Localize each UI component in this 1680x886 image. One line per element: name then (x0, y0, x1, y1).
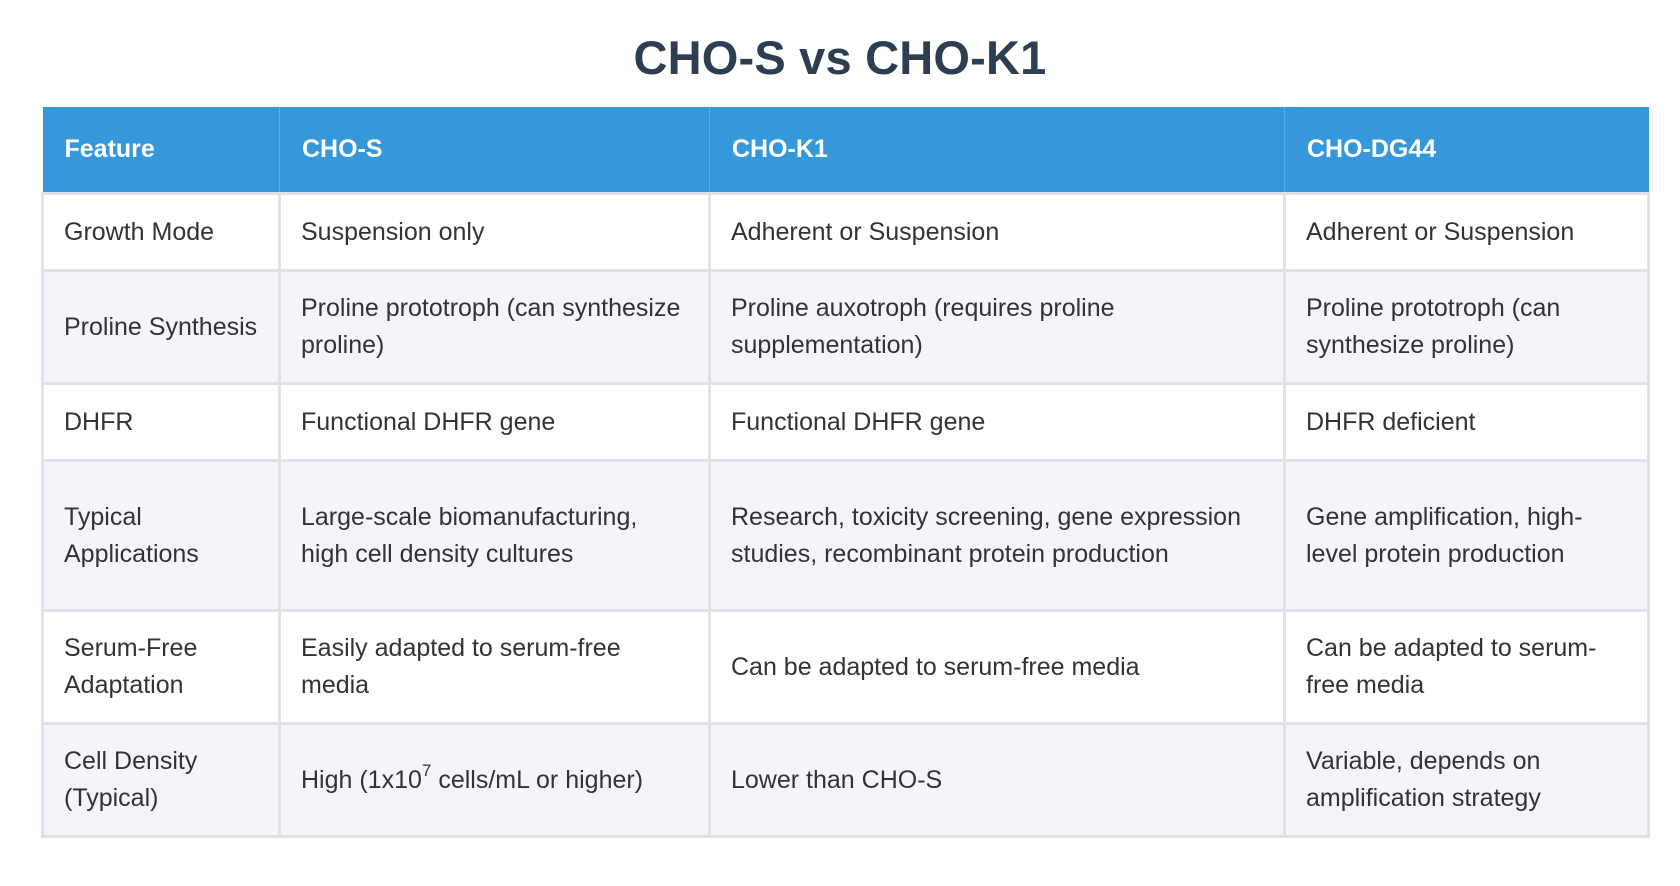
cho-dg44-cell: Proline prototroph (can synthesize proli… (1283, 269, 1650, 385)
feature-cell: Growth Mode (41, 192, 281, 272)
cho-s-cell: Functional DHFR gene (278, 382, 711, 462)
cho-k1-cell: Lower than CHO-S (708, 722, 1286, 838)
density-prefix: High (1x10 (301, 765, 422, 794)
header-feature: Feature (42, 107, 280, 194)
feature-cell: DHFR (41, 382, 281, 462)
cho-s-cell: Easily adapted to serum-free media (278, 609, 711, 725)
cho-k1-cell: Can be adapted to serum-free media (708, 609, 1286, 725)
cho-dg44-cell: Adherent or Suspension (1283, 192, 1650, 272)
header-cho-k1: CHO-K1 (709, 107, 1285, 194)
table-header-row: Feature CHO-S CHO-K1 CHO-DG44 (42, 107, 1649, 194)
table-row: Typical Applications Large-scale biomanu… (41, 459, 1650, 612)
cho-s-cell: Suspension only (278, 192, 711, 272)
table-row: Cell Density (Typical) High (1x107 cells… (41, 722, 1650, 838)
cho-dg44-cell: Variable, depends on amplification strat… (1283, 722, 1650, 838)
table-row: DHFR Functional DHFR gene Functional DHF… (41, 382, 1650, 462)
cho-dg44-cell: DHFR deficient (1283, 382, 1650, 462)
cho-dg44-cell: Can be adapted to serum-free media (1283, 609, 1650, 725)
density-suffix: cells/mL or higher) (431, 765, 644, 794)
cho-k1-cell: Adherent or Suspension (708, 192, 1286, 272)
page-title: CHO-S vs CHO-K1 (633, 31, 1047, 84)
cho-s-cell: Proline prototroph (can synthesize proli… (278, 269, 711, 385)
cho-s-cell: Large-scale biomanufacturing, high cell … (278, 459, 711, 612)
cho-k1-cell: Functional DHFR gene (708, 382, 1286, 462)
cho-k1-cell: Proline auxotroph (requires proline supp… (708, 269, 1286, 385)
feature-cell: Typical Applications (41, 459, 281, 612)
density-exponent: 7 (421, 761, 432, 781)
comparison-table: Feature CHO-S CHO-K1 CHO-DG44 Growth Mod… (41, 107, 1650, 838)
header-cho-s: CHO-S (279, 107, 710, 194)
cho-k1-cell: Research, toxicity screening, gene expre… (708, 459, 1286, 612)
feature-cell: Serum-Free Adaptation (41, 609, 281, 725)
table-row: Proline Synthesis Proline prototroph (ca… (41, 269, 1650, 385)
table-row: Growth Mode Suspension only Adherent or … (41, 192, 1650, 272)
feature-cell: Cell Density (Typical) (41, 722, 281, 838)
header-cho-dg44: CHO-DG44 (1284, 107, 1649, 194)
cho-dg44-cell: Gene amplification, high-level protein p… (1283, 459, 1650, 612)
cho-s-cell: High (1x107 cells/mL or higher) (278, 722, 711, 838)
table-row: Serum-Free Adaptation Easily adapted to … (41, 609, 1650, 725)
feature-cell: Proline Synthesis (41, 269, 281, 385)
